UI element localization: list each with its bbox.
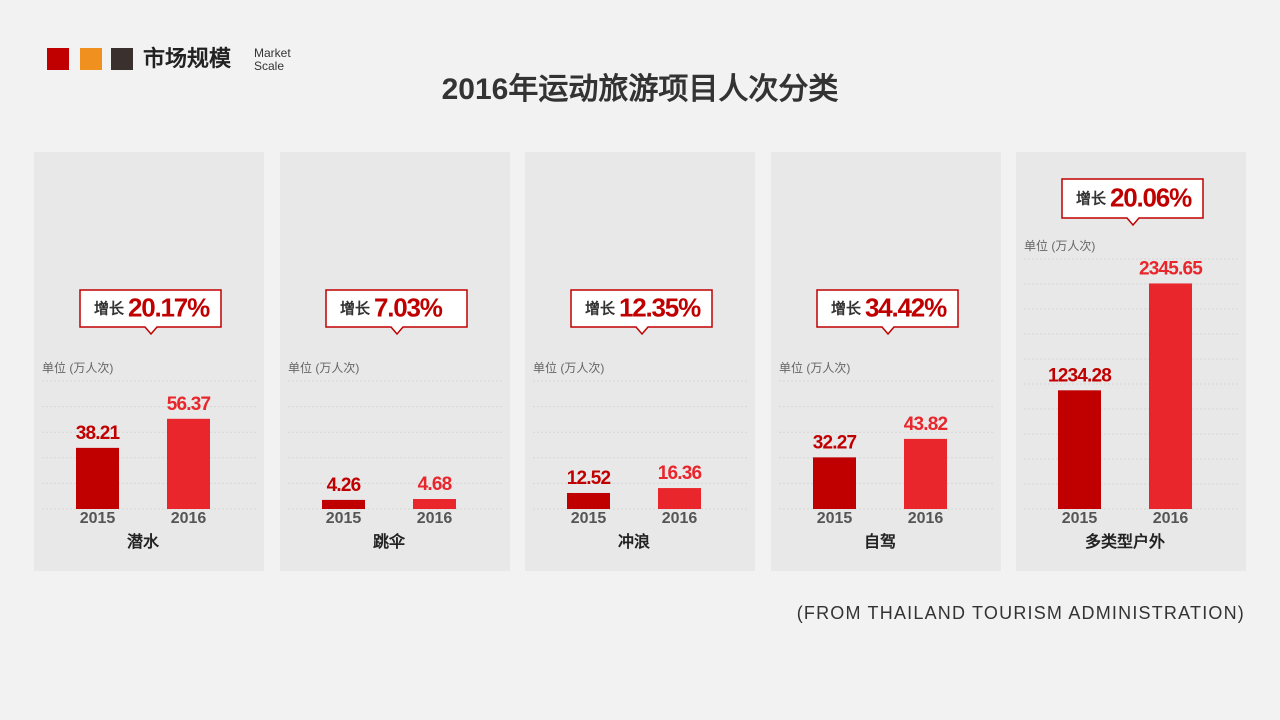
value-label: 12.52: [567, 468, 611, 489]
chart-title: 多类型户外: [1085, 532, 1165, 551]
panel: [34, 152, 264, 571]
bar: [904, 438, 947, 509]
bar: [658, 488, 701, 509]
header-subtitle: Scale: [254, 59, 284, 73]
callout-value: 12.35%: [619, 292, 701, 322]
x-tick-label: 2016: [417, 510, 453, 527]
value-label: 38.21: [76, 423, 121, 444]
x-tick-label: 2016: [662, 510, 698, 527]
logo-square: [111, 48, 133, 70]
source-note: (FROM THAILAND TOURISM ADMINISTRATION): [797, 603, 1245, 623]
callout-label: 增长: [585, 299, 616, 317]
chart-title: 自驾: [864, 532, 896, 551]
x-tick-label: 2015: [571, 510, 607, 527]
callout-value: 20.17%: [128, 292, 210, 322]
bar: [167, 418, 210, 509]
callout-box: [816, 289, 959, 336]
callout-label: 增长: [94, 299, 125, 317]
callout-label: 增长: [1076, 189, 1107, 207]
value-label: 4.68: [418, 474, 452, 495]
logo-square: [47, 48, 69, 70]
x-tick-label: 2016: [908, 510, 944, 527]
callout-value: 20.06%: [1110, 182, 1192, 212]
x-tick-label: 2015: [326, 510, 362, 527]
callout-box: [570, 289, 713, 336]
callout-value: 34.42%: [865, 292, 947, 322]
callout-value: 7.03%: [374, 292, 443, 322]
x-tick-label: 2015: [1062, 510, 1098, 527]
callout-box: [79, 289, 222, 336]
value-label: 16.36: [658, 463, 702, 484]
chart-title: 跳伞: [373, 532, 406, 551]
value-label: 43.82: [904, 414, 948, 435]
header-subtitle: Market: [254, 46, 291, 60]
x-tick-label: 2015: [80, 510, 116, 527]
header-title: 市场规模: [143, 46, 232, 71]
y-axis-label: 单位 (万人次): [533, 360, 604, 375]
chart-title: 潜水: [127, 532, 160, 551]
bar: [413, 499, 456, 509]
panel: [280, 152, 510, 571]
x-tick-label: 2015: [817, 510, 853, 527]
bar: [1149, 283, 1192, 509]
value-label: 4.26: [327, 475, 361, 496]
value-label: 2345.65: [1139, 258, 1203, 279]
x-tick-label: 2016: [1153, 510, 1189, 527]
chart-title: 冲浪: [618, 532, 650, 551]
y-axis-label: 单位 (万人次): [1024, 238, 1095, 253]
callout-box: [1061, 178, 1204, 227]
bar: [322, 499, 365, 509]
bar: [813, 457, 856, 509]
y-axis-label: 单位 (万人次): [42, 360, 113, 375]
callout-label: 增长: [340, 299, 371, 317]
logo-square: [80, 48, 102, 70]
callout-box: [325, 289, 468, 336]
bar: [567, 492, 610, 509]
page-title: 2016年运动旅游项目人次分类: [442, 73, 839, 106]
value-label: 56.37: [167, 394, 211, 415]
value-label: 32.27: [813, 432, 857, 453]
bar: [76, 447, 119, 509]
callout-label: 增长: [831, 299, 862, 317]
bar: [1058, 390, 1101, 509]
y-axis-label: 单位 (万人次): [779, 360, 850, 375]
panel: [771, 152, 1001, 571]
panel: [525, 152, 755, 571]
value-label: 1234.28: [1048, 365, 1111, 386]
y-axis-label: 单位 (万人次): [288, 360, 359, 375]
x-tick-label: 2016: [171, 510, 207, 527]
